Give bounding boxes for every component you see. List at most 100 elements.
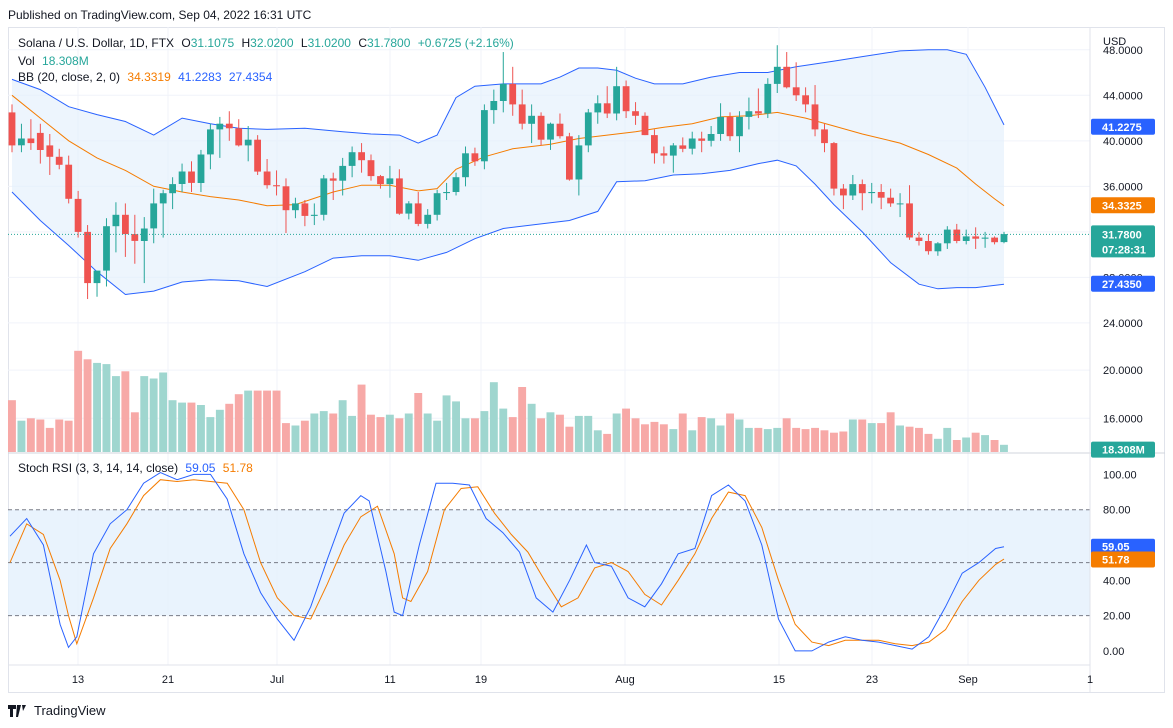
candle-body-16 xyxy=(159,193,167,204)
legend-c-label: C xyxy=(358,36,367,50)
candle-body-7 xyxy=(74,198,82,232)
candle-body-90 xyxy=(858,184,866,194)
volume-bar-99 xyxy=(943,427,952,452)
volume-bar-4 xyxy=(45,427,54,452)
volume-bar-17 xyxy=(168,400,177,452)
legend-bollinger: BB (20, close, 2, 0) 34.3319 41.2283 27.… xyxy=(18,70,276,84)
candle-body-96 xyxy=(915,237,923,241)
candle-body-19 xyxy=(188,171,195,183)
candle-body-23 xyxy=(225,123,233,129)
bollinger-lower-line xyxy=(11,159,1005,296)
volume-bar-83 xyxy=(792,427,801,452)
candle-body-89 xyxy=(849,184,857,196)
legend-o-label: O xyxy=(181,36,191,50)
volume-bar-39 xyxy=(376,417,385,452)
tradingview-logo-icon xyxy=(8,704,26,717)
legend-volume: Vol 18.308M xyxy=(18,54,93,68)
candle-body-49 xyxy=(471,153,479,162)
candle-body-91 xyxy=(868,192,876,194)
volume-bar-92 xyxy=(877,423,886,452)
badge-price-bg xyxy=(1091,225,1155,258)
volume-bar-85 xyxy=(811,427,819,452)
candle-body-51 xyxy=(490,101,498,111)
volume-bar-58 xyxy=(556,414,564,452)
candles xyxy=(8,45,1008,300)
volume-bar-45 xyxy=(433,420,442,452)
volume-bar-71 xyxy=(678,413,687,452)
volume-bar-1 xyxy=(17,420,26,452)
badge-stoch-d-bg xyxy=(1091,551,1155,568)
volume-bar-90 xyxy=(858,419,867,452)
volume-bar-10 xyxy=(102,364,111,452)
volume-bar-15 xyxy=(149,378,158,452)
candle-body-57 xyxy=(547,123,554,140)
volume-bar-66 xyxy=(631,418,640,452)
volume-bar-11 xyxy=(112,376,120,452)
time-tick-9: 1 xyxy=(1087,674,1093,686)
candle-body-71 xyxy=(679,145,687,149)
candle-body-44 xyxy=(424,214,432,224)
volume-bar-30 xyxy=(291,425,300,452)
volume-bar-26 xyxy=(253,390,262,452)
badge-stoch-k-bg xyxy=(1091,538,1155,555)
candle-body-13 xyxy=(131,234,139,241)
volume-bar-89 xyxy=(848,419,857,452)
volume-bar-40 xyxy=(385,414,394,452)
volume-bar-77 xyxy=(735,419,744,452)
candle-body-31 xyxy=(301,203,309,216)
volume-bar-97 xyxy=(924,433,933,452)
volume-bar-104 xyxy=(990,440,999,452)
candle-body-55 xyxy=(528,115,535,124)
volume-bar-94 xyxy=(896,425,904,452)
volume-bar-100 xyxy=(952,440,961,452)
price-tick-6: 24.0000 xyxy=(1103,318,1143,330)
candle-body-0 xyxy=(8,112,16,146)
volume-bar-95 xyxy=(905,426,914,452)
candle-body-8 xyxy=(84,231,91,284)
axis-badges: 41.2275 34.3325 31.7800 07:28:31 27.4350 18.3… xyxy=(1091,118,1155,568)
volume-bar-103 xyxy=(981,435,989,452)
candle-body-17 xyxy=(169,184,176,194)
legend-h-label: H xyxy=(241,36,251,50)
volume-bar-74 xyxy=(707,418,716,452)
legend-vol-value: 18.308M xyxy=(42,54,89,68)
legend-high: 32.0200 xyxy=(250,36,294,50)
volume-bar-63 xyxy=(603,433,612,452)
candle-body-94 xyxy=(896,203,904,205)
bollinger-upper-line xyxy=(11,49,1005,144)
vol-tick-0: 20.0000 xyxy=(1103,365,1143,377)
candle-body-27 xyxy=(263,171,271,186)
volume-bar-56 xyxy=(537,418,545,452)
volume-bar-54 xyxy=(518,387,527,452)
volume-bar-22 xyxy=(215,409,224,452)
legend-main: Solana / U.S. Dollar, 1D, FTX O31.1075 H… xyxy=(18,36,518,50)
volume-bar-28 xyxy=(272,390,281,452)
candle-body-4 xyxy=(46,145,54,157)
volume-bar-7 xyxy=(74,350,83,452)
volume-bar-6 xyxy=(64,420,73,452)
candle-body-74 xyxy=(707,134,715,141)
candle-body-36 xyxy=(348,152,356,166)
tradingview-logo[interactable]: TradingView xyxy=(8,703,106,718)
legend-stoch-d: 51.78 xyxy=(222,461,253,475)
volume-bar-33 xyxy=(319,411,328,452)
candle-body-70 xyxy=(669,145,677,156)
volume-bar-37 xyxy=(357,384,366,452)
candle-body-33 xyxy=(320,178,328,215)
legend-change: +0.6725 (+2.16%) xyxy=(417,36,514,50)
candle-body-80 xyxy=(764,83,772,114)
candle-body-43 xyxy=(414,203,422,224)
chart-frame xyxy=(8,27,1165,693)
candle-body-42 xyxy=(405,203,413,214)
volume-bar-91 xyxy=(867,423,876,452)
volume-bar-8 xyxy=(83,359,92,452)
volume-bar-20 xyxy=(197,405,205,452)
volume-bar-13 xyxy=(130,412,139,452)
candle-body-18 xyxy=(178,171,186,184)
volume-bar-9 xyxy=(93,362,101,452)
stoch-tick-4: 0.00 xyxy=(1103,646,1124,658)
candle-body-104 xyxy=(991,237,998,243)
candle-body-84 xyxy=(802,95,809,105)
candle-body-87 xyxy=(830,143,838,189)
